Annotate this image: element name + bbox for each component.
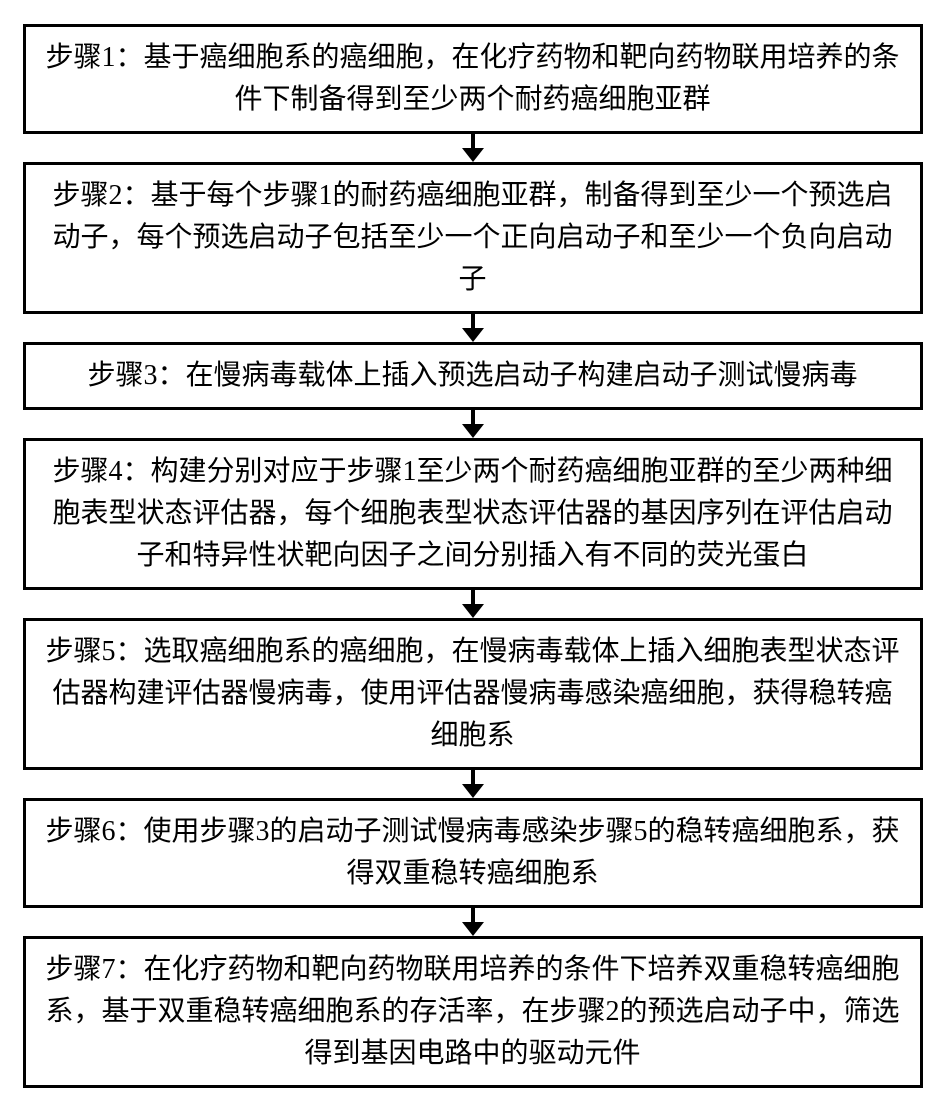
step6-label: 步骤6： xyxy=(45,816,143,847)
step3-box: 步骤3：在慢病毒载体上插入预选启动子构建启动子测试慢病毒 xyxy=(23,342,923,410)
step3-text: 步骤3：在慢病毒载体上插入预选启动子构建启动子测试慢病毒 xyxy=(87,360,857,391)
step7-text: 步骤7：在化疗药物和靶向药物联用培养的条件下培养双重稳转癌细胞系，基于双重稳转癌… xyxy=(45,954,899,1069)
step4-box: 步骤4：构建分别对应于步骤1至少两个耐药癌细胞亚群的至少两种细胞表型状态评估器，… xyxy=(23,438,923,590)
flow-arrow xyxy=(462,134,484,162)
step4-text: 步骤4：构建分别对应于步骤1至少两个耐药癌细胞亚群的至少两种细胞表型状态评估器，… xyxy=(52,456,892,571)
step1-text: 步骤1：基于癌细胞系的癌细胞，在化疗药物和靶向药物联用培养的条件下制备得到至少两… xyxy=(45,42,899,115)
flowchart-container: 步骤1：基于癌细胞系的癌细胞，在化疗药物和靶向药物联用培养的条件下制备得到至少两… xyxy=(13,24,933,1088)
step7-label: 步骤7： xyxy=(45,954,143,985)
flow-arrow xyxy=(462,410,484,438)
flow-arrow xyxy=(462,314,484,342)
step7-box: 步骤7：在化疗药物和靶向药物联用培养的条件下培养双重稳转癌细胞系，基于双重稳转癌… xyxy=(23,936,923,1088)
flow-arrow xyxy=(462,590,484,618)
step6-text: 步骤6：使用步骤3的启动子测试慢病毒感染步骤5的稳转癌细胞系，获得双重稳转癌细胞… xyxy=(45,816,899,889)
step1-label: 步骤1： xyxy=(45,42,143,73)
flow-arrow xyxy=(462,770,484,798)
step1-box: 步骤1：基于癌细胞系的癌细胞，在化疗药物和靶向药物联用培养的条件下制备得到至少两… xyxy=(23,24,923,134)
step3-label: 步骤3： xyxy=(87,360,185,391)
step5-box: 步骤5：选取癌细胞系的癌细胞，在慢病毒载体上插入细胞表型状态评估器构建评估器慢病… xyxy=(23,618,923,770)
step5-label: 步骤5： xyxy=(45,636,143,667)
step2-box: 步骤2：基于每个步骤1的耐药癌细胞亚群，制备得到至少一个预选启动子，每个预选启动… xyxy=(23,162,923,314)
step2-text: 步骤2：基于每个步骤1的耐药癌细胞亚群，制备得到至少一个预选启动子，每个预选启动… xyxy=(52,180,892,295)
step6-box: 步骤6：使用步骤3的启动子测试慢病毒感染步骤5的稳转癌细胞系，获得双重稳转癌细胞… xyxy=(23,798,923,908)
flow-arrow xyxy=(462,908,484,936)
step4-label: 步骤4： xyxy=(52,456,150,487)
step2-label: 步骤2： xyxy=(52,180,150,211)
step5-text: 步骤5：选取癌细胞系的癌细胞，在慢病毒载体上插入细胞表型状态评估器构建评估器慢病… xyxy=(45,636,899,751)
